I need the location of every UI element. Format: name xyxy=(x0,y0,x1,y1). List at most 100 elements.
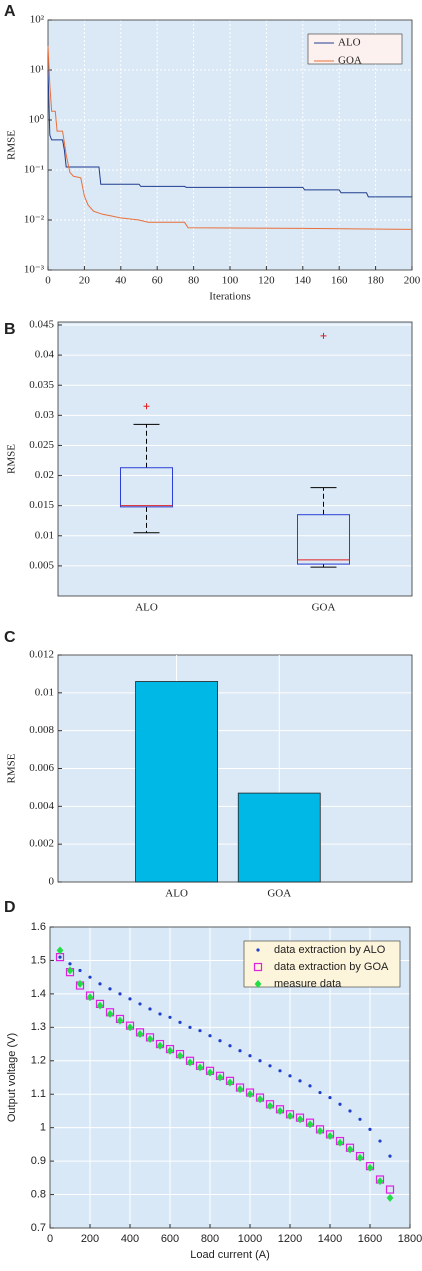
point xyxy=(296,1115,304,1124)
point xyxy=(138,1002,142,1006)
x-tick-label: 140 xyxy=(295,275,312,287)
y-tick-label: 0.01 xyxy=(35,686,54,698)
panel-label: D xyxy=(4,899,16,916)
point xyxy=(376,1177,384,1186)
legend-marker xyxy=(256,948,260,952)
point xyxy=(196,1063,204,1072)
point xyxy=(236,1085,244,1094)
point xyxy=(166,1046,174,1055)
panel: C 0 0.002 0.004 0.006 0.008 0.01 0.012 RMSE ALO GO… xyxy=(4,629,413,900)
panel-label: B xyxy=(4,321,16,338)
y-tick-label: 0.012 xyxy=(29,649,54,661)
y-tick-label: 1.3 xyxy=(31,1021,46,1033)
y-tick-label: 0.045 xyxy=(29,319,54,331)
y-tick-label: 0 xyxy=(49,876,55,888)
x-tick-label: 60 xyxy=(152,275,164,287)
point xyxy=(126,1023,134,1032)
y-tick-label: 0.025 xyxy=(29,439,54,451)
point xyxy=(148,1007,152,1011)
legend-label: data extraction by GOA xyxy=(274,961,389,973)
point xyxy=(106,1009,114,1018)
panel: D 0.7 0.8 0.9 1 1.1 1.2 1.3 1.4 1.5 1.6 0 200 400 600 8… xyxy=(4,899,422,1261)
point xyxy=(246,1090,254,1099)
y-tick-label: 0.01 xyxy=(35,529,54,541)
bar xyxy=(237,792,321,883)
plot-frame xyxy=(49,926,411,1229)
y-tick-label: 0.002 xyxy=(29,838,54,850)
x-tick-label: 160 xyxy=(331,275,348,287)
x-tick-label: GOA xyxy=(312,602,336,614)
y-tick-label: 0.04 xyxy=(35,349,55,361)
x-tick-label: 200 xyxy=(81,1233,99,1245)
x-axis-label: Iterations xyxy=(209,291,251,303)
y-axis-label: RMSE xyxy=(6,753,18,783)
x-tick-label: 1800 xyxy=(398,1233,422,1245)
point xyxy=(318,1090,322,1095)
bar xyxy=(135,681,218,883)
series-line xyxy=(47,46,413,230)
point xyxy=(158,1012,162,1016)
x-tick-label: 100 xyxy=(222,275,239,287)
point xyxy=(346,1145,354,1154)
point xyxy=(136,1030,144,1038)
point xyxy=(208,1034,212,1038)
legend-label: measure data xyxy=(274,978,342,990)
x-tick-label: 200 xyxy=(404,275,421,287)
y-tick-label: 1.6 xyxy=(31,921,46,933)
plot-frame xyxy=(57,321,413,597)
legend-label: ALO xyxy=(338,37,361,49)
x-axis-label: Load current (A) xyxy=(190,1249,269,1261)
x-tick-label: 0 xyxy=(45,275,51,287)
point xyxy=(226,1078,234,1087)
legend-marker xyxy=(253,962,263,972)
point xyxy=(385,1185,395,1194)
point xyxy=(326,1132,334,1140)
point xyxy=(368,1127,372,1131)
x-tick-label: 20 xyxy=(79,275,91,287)
point xyxy=(56,946,64,955)
point xyxy=(328,1095,332,1100)
y-tick-label: 1.1 xyxy=(31,1088,46,1100)
point xyxy=(228,1044,232,1048)
x-tick-label: GOA xyxy=(267,888,291,900)
panel-label: C xyxy=(4,629,16,646)
x-tick-label: 1600 xyxy=(358,1233,382,1245)
y-tick-label: 10⁻² xyxy=(24,214,45,226)
y-axis-label: RMSE xyxy=(6,444,18,474)
point xyxy=(286,1111,294,1120)
point xyxy=(176,1051,184,1060)
point xyxy=(88,975,92,979)
point xyxy=(188,1025,192,1029)
point xyxy=(186,1058,194,1067)
point xyxy=(308,1084,312,1088)
plot-area xyxy=(58,322,412,596)
point xyxy=(96,1001,104,1010)
point xyxy=(58,955,62,959)
point xyxy=(258,1059,262,1063)
point xyxy=(128,997,132,1001)
x-tick-label: 1000 xyxy=(238,1233,262,1245)
point xyxy=(66,966,74,975)
point xyxy=(288,1074,292,1078)
point xyxy=(266,1101,274,1110)
point xyxy=(366,1163,374,1172)
plot-frame xyxy=(47,19,413,271)
x-tick-label: ALO xyxy=(135,602,158,614)
x-tick-label: 40 xyxy=(115,275,127,287)
y-tick-label: 0.9 xyxy=(31,1155,46,1167)
point xyxy=(206,1068,214,1077)
point xyxy=(298,1079,302,1083)
point xyxy=(86,993,94,1002)
outlier xyxy=(143,403,150,410)
x-tick-label: 400 xyxy=(121,1233,139,1245)
point xyxy=(216,1073,224,1082)
y-axis-label: RMSE xyxy=(6,130,18,160)
y-tick-label: 10¹ xyxy=(30,64,44,76)
y-tick-label: 10⁻³ xyxy=(24,264,45,276)
x-tick-label: 1400 xyxy=(318,1233,342,1245)
y-tick-label: 1.4 xyxy=(31,988,46,1000)
point xyxy=(218,1039,222,1043)
point xyxy=(378,1139,382,1143)
y-tick-label: 0.004 xyxy=(29,800,54,812)
